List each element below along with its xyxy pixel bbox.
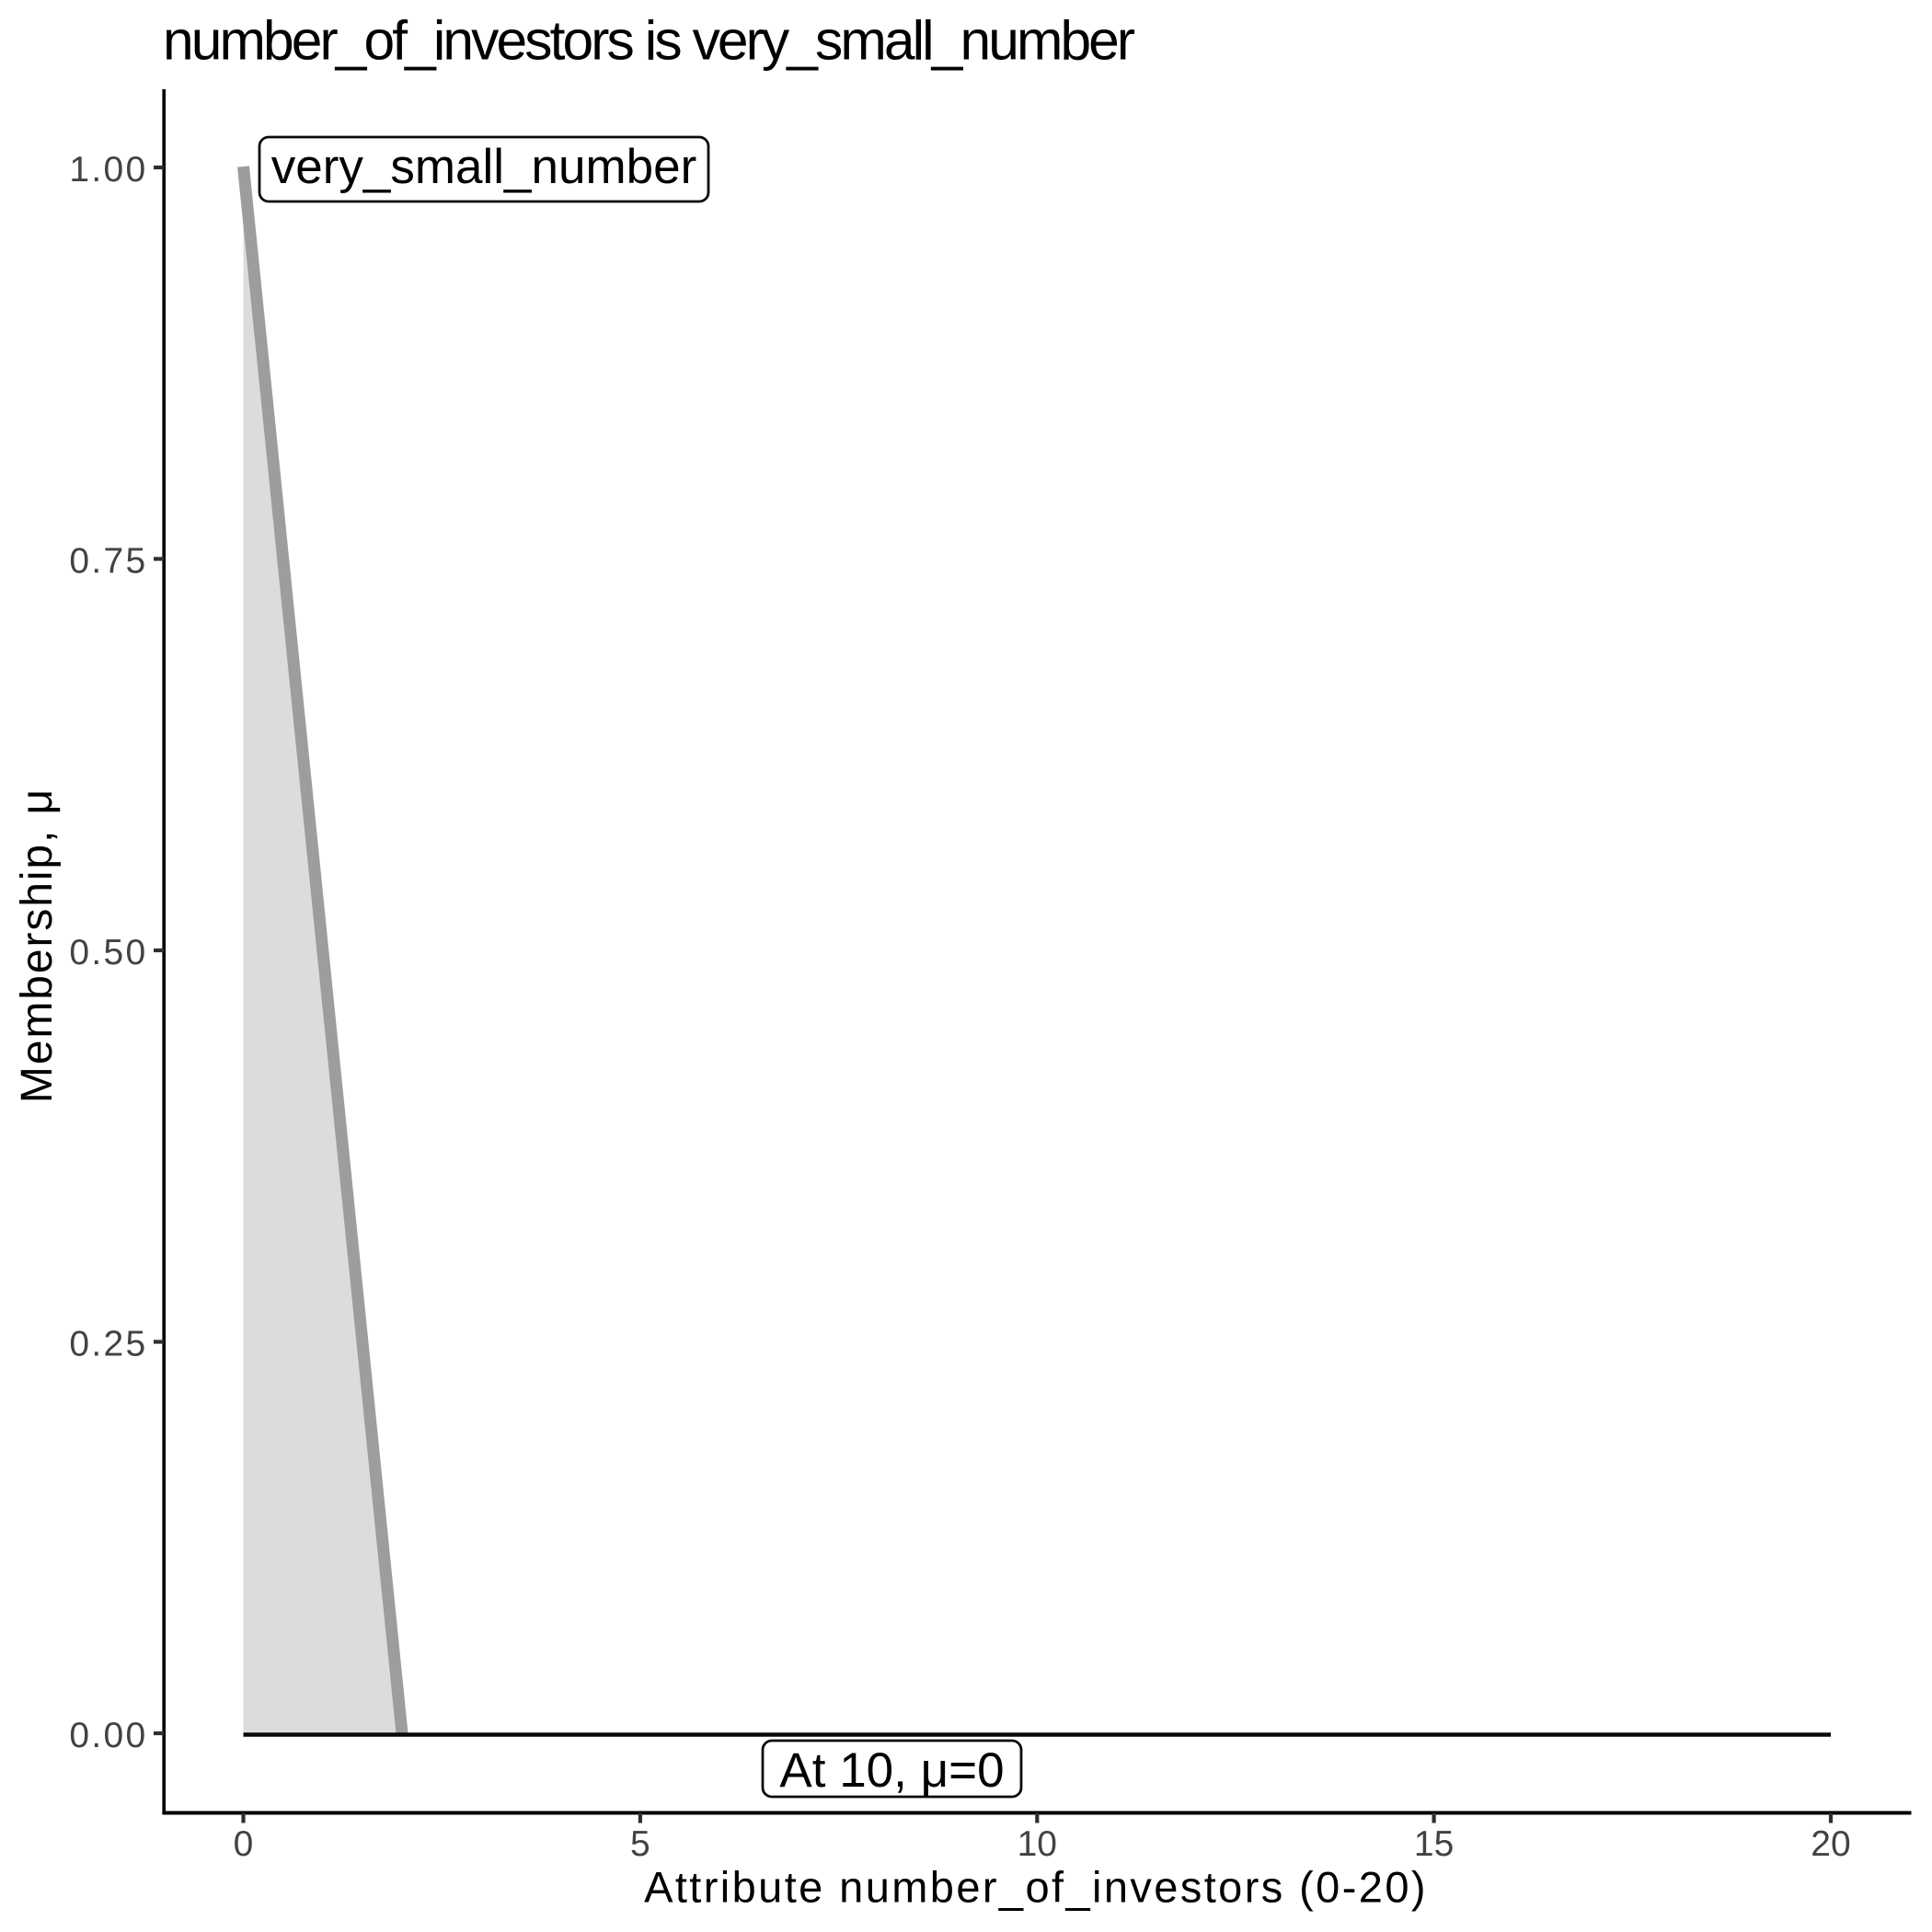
svg-text:very_small_number: very_small_number (271, 140, 696, 194)
svg-text:15: 15 (1414, 1824, 1454, 1864)
svg-text:0.75: 0.75 (69, 542, 147, 581)
svg-text:10: 10 (1018, 1824, 1057, 1864)
svg-text:Membership, μ: Membership, μ (13, 788, 62, 1103)
svg-text:0: 0 (234, 1824, 254, 1864)
svg-text:Attribute number_of_investors: Attribute number_of_investors (0-20) (644, 1863, 1428, 1912)
svg-text:0.00: 0.00 (69, 1716, 147, 1755)
svg-text:number_of_investors is very_sm: number_of_investors is very_small_number (163, 9, 1135, 72)
svg-text:5: 5 (630, 1824, 650, 1864)
svg-text:20: 20 (1811, 1824, 1850, 1864)
svg-text:0.50: 0.50 (69, 933, 147, 972)
svg-text:0.25: 0.25 (69, 1325, 147, 1364)
svg-text:1.00: 1.00 (69, 150, 147, 190)
svg-text:At 10, μ=0: At 10, μ=0 (779, 1743, 1004, 1798)
